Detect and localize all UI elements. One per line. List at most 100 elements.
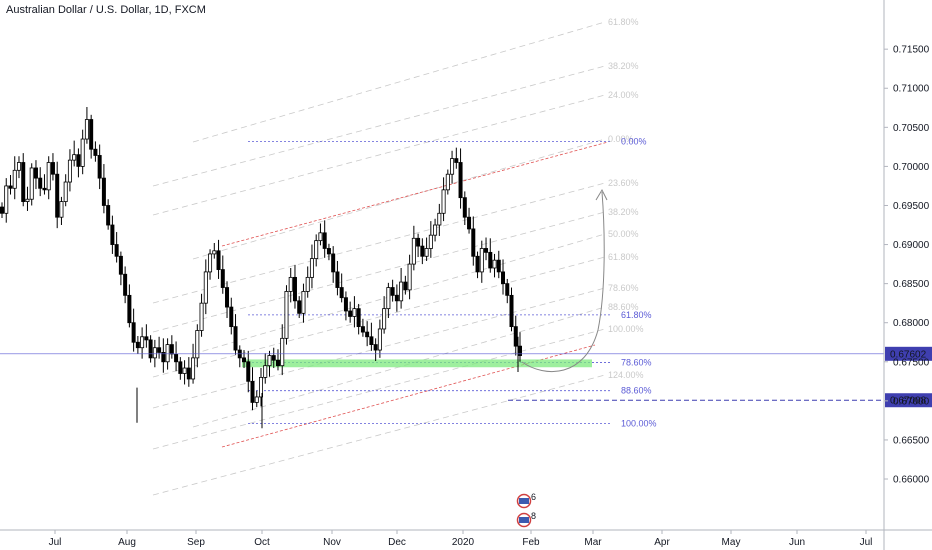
candle: [199, 293, 204, 337]
candle-body: [505, 283, 510, 296]
candle-body: [203, 271, 208, 304]
price-tick-label: 0.71000: [893, 84, 930, 95]
candle-body: [445, 173, 450, 191]
candle-body: [501, 271, 506, 285]
projection-arrowhead: [595, 188, 608, 201]
candle: [21, 153, 26, 207]
fib-channel-label: 0.00%: [608, 134, 634, 144]
candle-body: [186, 367, 191, 380]
candle-body: [314, 240, 319, 260]
candle: [360, 318, 365, 337]
candle-body: [216, 250, 221, 270]
candle-body: [233, 326, 238, 351]
candle-body: [433, 224, 438, 236]
candle-body: [140, 336, 145, 349]
candle: [55, 161, 60, 229]
event-count: 8: [531, 511, 536, 521]
candle-body: [67, 159, 72, 183]
candle-body: [161, 352, 166, 363]
candle-body: [488, 251, 493, 269]
candle: [59, 196, 64, 226]
candle-body: [437, 212, 442, 226]
candle: [123, 266, 128, 304]
fib-channel-line: [152, 182, 606, 304]
candle: [496, 250, 501, 279]
candle-body: [72, 154, 77, 161]
time-tick-label: Mar: [584, 537, 602, 548]
candle: [148, 335, 153, 363]
candle: [343, 291, 348, 321]
current-price-label: 0.67602: [890, 349, 927, 360]
candle: [8, 174, 13, 195]
candle: [233, 314, 238, 355]
candle-body: [254, 396, 259, 403]
candle: [297, 296, 302, 319]
candle: [174, 341, 179, 372]
candle-body: [114, 244, 119, 257]
candle: [492, 253, 497, 278]
candle-body: [331, 253, 336, 273]
candle-body: [382, 308, 387, 330]
candle-body: [386, 287, 391, 310]
candle-body: [157, 347, 162, 353]
candle: [237, 345, 242, 368]
fib-channel-line: [152, 94, 606, 216]
candle: [169, 335, 174, 359]
price-tick-label: 0.67500: [893, 357, 930, 368]
candle: [518, 332, 523, 362]
candle-body: [152, 347, 157, 359]
candle-body: [369, 336, 374, 345]
candle: [195, 324, 200, 368]
candle: [309, 244, 314, 289]
candle: [450, 150, 455, 184]
candle-body: [305, 276, 310, 292]
candle-body: [195, 330, 200, 359]
channel-upper-line: [221, 141, 609, 247]
candle-body: [110, 224, 115, 245]
candle-body: [318, 232, 323, 242]
candle: [501, 259, 506, 295]
candle-body: [29, 167, 34, 200]
support-zone: [242, 359, 592, 368]
candle-body: [33, 167, 38, 179]
candle-body: [229, 306, 234, 328]
candle: [382, 296, 387, 334]
candle: [178, 357, 183, 380]
candle: [216, 239, 221, 279]
candle-body: [462, 197, 467, 218]
candle: [182, 360, 187, 385]
candle: [157, 336, 162, 359]
price-tick-label: 0.66500: [893, 435, 930, 446]
support-zone-box: [242, 359, 592, 368]
candle: [191, 343, 196, 384]
candle-body: [208, 253, 213, 273]
candle-body: [46, 162, 51, 191]
candlesticks: [0, 107, 523, 429]
candle: [38, 167, 43, 197]
chart-overlay: 0.67602 0.67008 6 8: [0, 188, 932, 528]
candle-body: [106, 205, 111, 226]
candle: [258, 368, 263, 407]
price-tick-label: 0.68000: [893, 318, 930, 329]
candle: [80, 129, 85, 175]
candle-body: [212, 250, 217, 255]
fib-channel-line: [152, 374, 606, 496]
candle-body: [518, 345, 523, 356]
candle-body: [25, 198, 30, 202]
fib-level-label: 78.60%: [621, 358, 652, 368]
candle-body: [360, 326, 365, 333]
candle-body: [475, 255, 480, 273]
fib-channel-line: [152, 256, 606, 378]
candle-body: [16, 162, 21, 171]
candle: [505, 278, 510, 304]
chart-title: Australian Dollar / U.S. Dollar, 1D, FXC…: [6, 4, 206, 16]
candle: [365, 321, 370, 347]
candle-body: [63, 181, 68, 202]
candle-body: [191, 357, 196, 380]
candle-body: [165, 344, 170, 363]
candle-body: [420, 245, 425, 257]
candle-body: [21, 162, 26, 202]
price-tick-label: 0.67000: [893, 396, 930, 407]
time-tick-label: Oct: [254, 537, 270, 548]
